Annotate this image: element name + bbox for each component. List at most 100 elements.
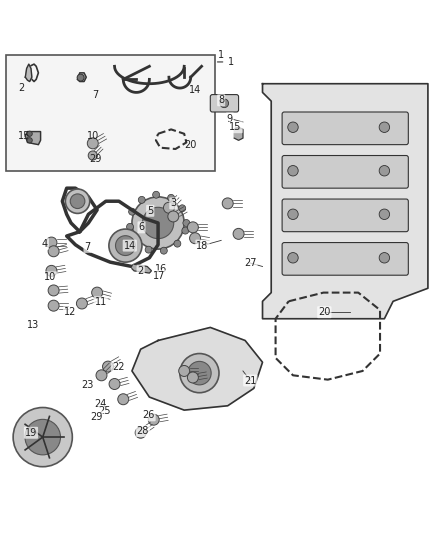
Circle shape: [174, 240, 181, 247]
Circle shape: [48, 285, 59, 296]
Text: 3: 3: [170, 198, 177, 208]
Circle shape: [48, 246, 59, 257]
Circle shape: [138, 196, 145, 204]
Text: 13: 13: [27, 320, 39, 330]
Text: 19: 19: [25, 428, 37, 438]
Circle shape: [92, 287, 102, 298]
FancyBboxPatch shape: [6, 55, 215, 171]
FancyBboxPatch shape: [210, 94, 239, 112]
Circle shape: [76, 298, 88, 309]
Text: 25: 25: [99, 406, 111, 416]
Polygon shape: [78, 73, 86, 82]
Circle shape: [87, 138, 98, 149]
Circle shape: [168, 195, 175, 201]
Circle shape: [65, 189, 90, 213]
Circle shape: [379, 253, 390, 263]
Circle shape: [220, 99, 229, 108]
Circle shape: [190, 233, 201, 244]
Text: 18: 18: [196, 240, 208, 251]
Circle shape: [46, 237, 57, 248]
Text: 5: 5: [147, 206, 153, 216]
FancyBboxPatch shape: [282, 156, 408, 188]
Circle shape: [88, 151, 97, 160]
Circle shape: [187, 361, 211, 385]
Circle shape: [118, 394, 129, 405]
Circle shape: [379, 122, 390, 133]
Text: 15: 15: [18, 131, 30, 141]
Circle shape: [46, 265, 57, 276]
Circle shape: [168, 211, 179, 222]
Text: 22: 22: [112, 362, 124, 373]
Polygon shape: [234, 127, 243, 140]
Text: 20: 20: [318, 307, 331, 317]
Circle shape: [182, 227, 189, 234]
Text: 10: 10: [87, 131, 99, 141]
FancyBboxPatch shape: [282, 199, 408, 232]
Circle shape: [77, 74, 84, 81]
Text: 7: 7: [92, 90, 98, 100]
Circle shape: [129, 208, 136, 215]
Text: 8: 8: [218, 95, 224, 105]
Text: 14: 14: [124, 240, 136, 251]
Text: 1: 1: [218, 51, 224, 60]
Text: 12: 12: [64, 307, 76, 317]
Text: 2: 2: [138, 266, 144, 276]
Circle shape: [25, 419, 60, 455]
Circle shape: [233, 228, 244, 239]
Polygon shape: [25, 64, 32, 82]
Circle shape: [183, 220, 190, 227]
Text: 9: 9: [227, 114, 233, 124]
Circle shape: [48, 300, 59, 311]
Text: 1: 1: [228, 57, 234, 67]
Circle shape: [145, 246, 152, 253]
Circle shape: [153, 191, 159, 198]
Text: 28: 28: [137, 426, 149, 436]
Text: 4: 4: [42, 239, 48, 249]
Text: 14: 14: [189, 85, 201, 95]
Text: 23: 23: [81, 380, 94, 390]
Circle shape: [148, 414, 159, 425]
Circle shape: [116, 236, 135, 255]
Text: 26: 26: [142, 410, 155, 421]
Circle shape: [27, 131, 32, 136]
Circle shape: [142, 207, 174, 239]
Text: 2: 2: [18, 83, 24, 93]
Text: 27: 27: [244, 258, 257, 268]
Polygon shape: [132, 264, 152, 273]
Text: 16: 16: [155, 264, 168, 273]
Polygon shape: [132, 327, 262, 410]
Polygon shape: [25, 132, 41, 144]
Circle shape: [163, 202, 174, 213]
Circle shape: [109, 378, 120, 390]
Circle shape: [288, 166, 298, 176]
Text: 10: 10: [44, 272, 56, 282]
Circle shape: [133, 237, 140, 244]
Text: 11: 11: [95, 297, 107, 307]
Text: 21: 21: [244, 376, 257, 385]
Text: 20: 20: [184, 140, 197, 150]
Text: 7: 7: [85, 242, 91, 252]
Circle shape: [132, 197, 184, 249]
Circle shape: [102, 361, 113, 372]
Text: 6: 6: [138, 222, 145, 232]
FancyBboxPatch shape: [282, 112, 408, 144]
Text: 15: 15: [230, 122, 242, 132]
Circle shape: [187, 222, 198, 233]
Text: 24: 24: [95, 399, 107, 409]
FancyBboxPatch shape: [282, 243, 408, 275]
Circle shape: [179, 205, 186, 212]
Text: 17: 17: [153, 271, 165, 281]
Circle shape: [96, 370, 107, 381]
Circle shape: [135, 427, 146, 438]
Circle shape: [379, 209, 390, 220]
Circle shape: [160, 247, 167, 254]
Text: 29: 29: [90, 411, 102, 422]
Polygon shape: [262, 84, 428, 319]
Circle shape: [27, 138, 32, 143]
Circle shape: [288, 209, 298, 220]
Circle shape: [179, 366, 190, 376]
Circle shape: [180, 353, 219, 393]
Circle shape: [13, 408, 72, 467]
Circle shape: [109, 229, 142, 262]
Circle shape: [127, 223, 134, 230]
